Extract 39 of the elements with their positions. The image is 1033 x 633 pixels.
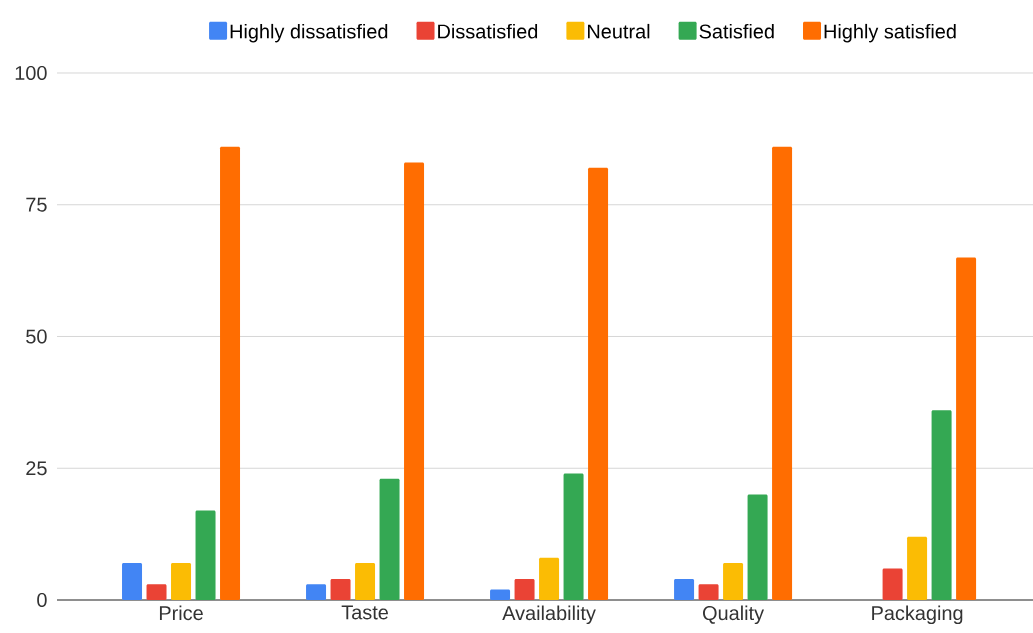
bar: [772, 146, 793, 600]
x-tick-label: Packaging: [872, 605, 963, 625]
bar: [330, 578, 351, 600]
bar: [563, 473, 584, 600]
bar: [956, 257, 977, 600]
legend-label: Dissatisfied: [438, 23, 538, 39]
bar: [747, 494, 768, 600]
bar: [379, 478, 400, 600]
x-tick-label: Price: [159, 605, 203, 621]
bar: [220, 146, 241, 600]
bar: [882, 568, 903, 600]
bar: [306, 584, 327, 600]
bar: [404, 162, 425, 600]
bar: [514, 578, 535, 600]
y-tick-label: 50: [26, 329, 47, 344]
y-tick-label: 75: [26, 197, 47, 212]
bar: [539, 557, 560, 600]
bar: [195, 510, 216, 600]
bar: [698, 584, 719, 600]
y-tick-label: 0: [37, 592, 47, 608]
bar: [171, 563, 192, 600]
bar: [907, 536, 928, 600]
bar: [122, 563, 143, 600]
bar: [490, 589, 511, 600]
legend-label: Satisfied: [699, 23, 774, 39]
bar: [588, 167, 609, 600]
x-tick-label: Availability: [502, 605, 596, 625]
y-tick-label: 100: [15, 65, 47, 81]
bar: [355, 563, 376, 600]
bar: [931, 410, 952, 600]
y-tick-label: 25: [26, 461, 47, 476]
bar: [674, 578, 695, 600]
x-tick-label: Taste: [341, 605, 388, 620]
x-tick-label: Quality: [703, 605, 765, 625]
legend-label: Highly dissatisfied: [230, 23, 388, 43]
bar: [146, 584, 167, 600]
bar: [723, 563, 744, 600]
legend-label: Neutral: [588, 23, 650, 39]
legend-label: Highly satisfied: [824, 23, 956, 43]
